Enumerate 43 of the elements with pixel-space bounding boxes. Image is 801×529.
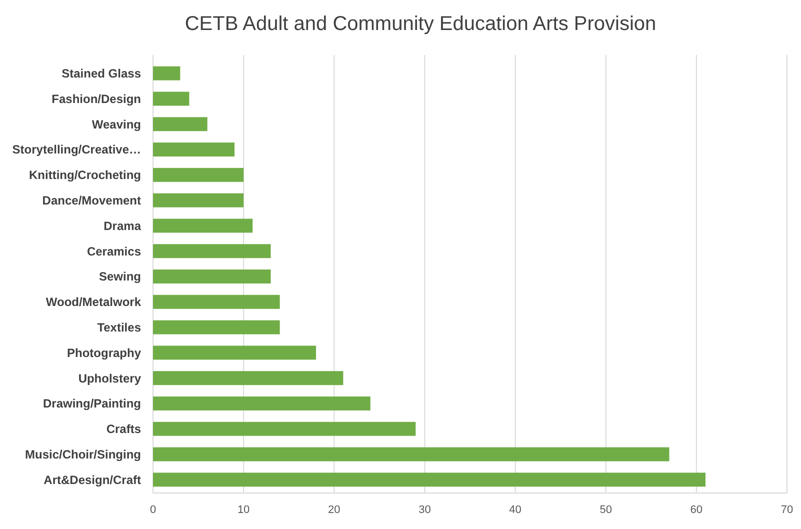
y-tick-label: Photography bbox=[67, 346, 142, 360]
bar bbox=[153, 371, 344, 386]
y-tick-label: Weaving bbox=[92, 117, 141, 132]
x-tick-label: 20 bbox=[328, 504, 340, 516]
bar bbox=[153, 294, 280, 309]
x-tick-label: 0 bbox=[150, 504, 156, 516]
y-tick-label: Stained Glass bbox=[62, 66, 142, 81]
bar bbox=[153, 92, 190, 106]
y-tick-label: Art&Design/Craft bbox=[44, 472, 141, 487]
y-tick-label: Wood/Metalwork bbox=[46, 295, 142, 310]
y-tick-label: Storytelling/Creative… bbox=[12, 142, 141, 157]
bar bbox=[153, 472, 706, 487]
y-tick-label: Dance/Movement bbox=[42, 194, 141, 208]
bar bbox=[153, 117, 208, 132]
bar bbox=[153, 193, 244, 208]
x-tick-label: 50 bbox=[600, 504, 612, 516]
y-tick-label: Fashion/Design bbox=[52, 92, 141, 106]
bar bbox=[153, 270, 271, 284]
y-tick-label: Drama bbox=[104, 218, 142, 233]
bar bbox=[153, 346, 316, 360]
x-tick-label: 40 bbox=[509, 504, 522, 516]
y-tick-label: Upholstery bbox=[78, 371, 142, 386]
bar bbox=[153, 142, 235, 157]
bar bbox=[153, 168, 244, 182]
x-tick-label: 60 bbox=[690, 504, 703, 516]
y-tick-label: Knitting/Crocheting bbox=[29, 168, 141, 182]
bar bbox=[153, 244, 271, 258]
y-tick-label: Music/Choir/Singing bbox=[25, 447, 141, 462]
bar bbox=[153, 396, 370, 410]
bar bbox=[153, 447, 670, 462]
y-tick-label: Ceramics bbox=[86, 244, 142, 258]
chart-title: CETB Adult and Community Education Arts Provision bbox=[184, 13, 656, 35]
bar bbox=[153, 218, 253, 233]
y-tick-label: Crafts bbox=[106, 422, 142, 436]
bar bbox=[153, 422, 416, 436]
y-tick-label: Textiles bbox=[97, 320, 142, 334]
y-tick-label: Drawing/Painting bbox=[42, 396, 141, 411]
x-tick-label: 30 bbox=[418, 504, 431, 516]
x-tick-label: 70 bbox=[780, 504, 794, 516]
bar bbox=[153, 66, 180, 80]
x-tick-label: 10 bbox=[237, 504, 250, 516]
y-tick-label: Sewing bbox=[98, 270, 141, 284]
bar bbox=[153, 320, 280, 334]
